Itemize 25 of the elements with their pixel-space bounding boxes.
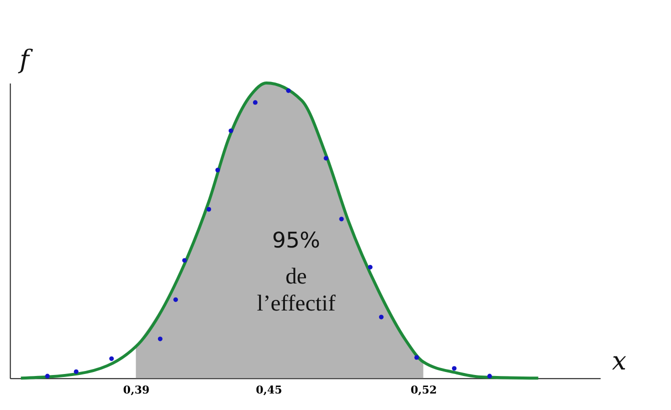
point xyxy=(228,128,234,134)
y-axis-title: f xyxy=(18,45,34,76)
annotation: 95% xyxy=(272,228,320,254)
point xyxy=(378,314,384,320)
x-axis-title: x xyxy=(612,346,627,376)
x-tick-label: 0,45 xyxy=(256,383,282,396)
point xyxy=(324,156,328,161)
point xyxy=(109,356,114,361)
point xyxy=(45,374,50,378)
point xyxy=(252,100,258,105)
point xyxy=(158,336,162,342)
point xyxy=(339,216,344,222)
point xyxy=(173,297,178,302)
x-tick-label: 0,39 xyxy=(123,383,150,396)
point xyxy=(414,355,419,360)
point xyxy=(286,88,291,93)
point xyxy=(74,369,78,374)
x-tick-label: 0,52 xyxy=(410,383,437,396)
annotation: de l’effectif xyxy=(256,264,336,316)
point xyxy=(368,264,373,270)
point xyxy=(215,168,220,172)
point xyxy=(452,366,457,371)
point xyxy=(487,374,492,378)
point xyxy=(206,207,212,212)
point xyxy=(182,258,187,263)
